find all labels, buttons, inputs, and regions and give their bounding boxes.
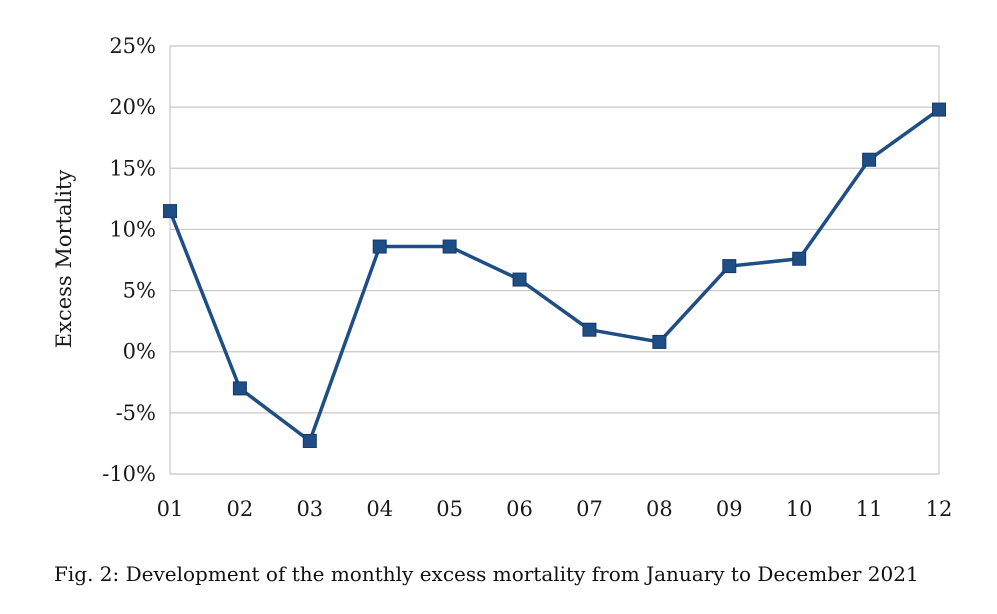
series-line [168, 108, 941, 443]
data-point-marker [232, 381, 247, 396]
y-tick-label: 25% [109, 34, 156, 58]
x-tick-label: 11 [856, 497, 883, 521]
data-point-marker [652, 334, 667, 349]
y-axis-ticks: -10% -5% 0% 5% 10% 15% 20% 25% [102, 34, 156, 486]
gridlines [169, 45, 940, 475]
y-tick-label: 15% [109, 156, 156, 180]
data-point-marker [442, 239, 457, 254]
y-tick-label: 20% [109, 95, 156, 119]
x-tick-label: 04 [366, 497, 393, 521]
data-point-marker [932, 102, 946, 117]
data-point-marker [722, 259, 737, 274]
y-tick-label: 10% [109, 217, 156, 241]
x-tick-label: 07 [576, 497, 603, 521]
data-point-marker [372, 239, 387, 254]
x-tick-label: 06 [506, 497, 533, 521]
data-point-marker [163, 204, 177, 219]
x-tick-label: 08 [646, 497, 673, 521]
data-point-marker [302, 433, 317, 448]
x-tick-label: 10 [786, 497, 813, 521]
y-tick-label: 5% [123, 279, 156, 303]
y-axis-title: Excess Mortality [52, 170, 76, 349]
figure-caption: Fig. 2: Development of the monthly exces… [54, 562, 919, 586]
x-axis-ticks: 01 02 03 04 05 06 07 08 09 10 11 12 [157, 497, 953, 521]
series-layer [163, 102, 946, 448]
y-tick-label: -10% [102, 462, 156, 486]
x-tick-label: 05 [436, 497, 463, 521]
y-tick-label: -5% [116, 401, 156, 425]
x-tick-label: 03 [296, 497, 323, 521]
x-tick-label: 09 [716, 497, 743, 521]
line-chart: -10% -5% 0% 5% 10% 15% 20% 25% 01 02 03 04 05 06 07 08… [52, 34, 953, 521]
data-point-marker [792, 251, 807, 266]
x-tick-label: 12 [926, 497, 953, 521]
x-tick-label: 02 [227, 497, 254, 521]
data-point-marker [512, 272, 527, 287]
x-tick-label: 01 [157, 497, 184, 521]
y-tick-label: 0% [123, 340, 156, 364]
data-point-marker [582, 322, 597, 337]
data-point-marker [862, 152, 877, 167]
